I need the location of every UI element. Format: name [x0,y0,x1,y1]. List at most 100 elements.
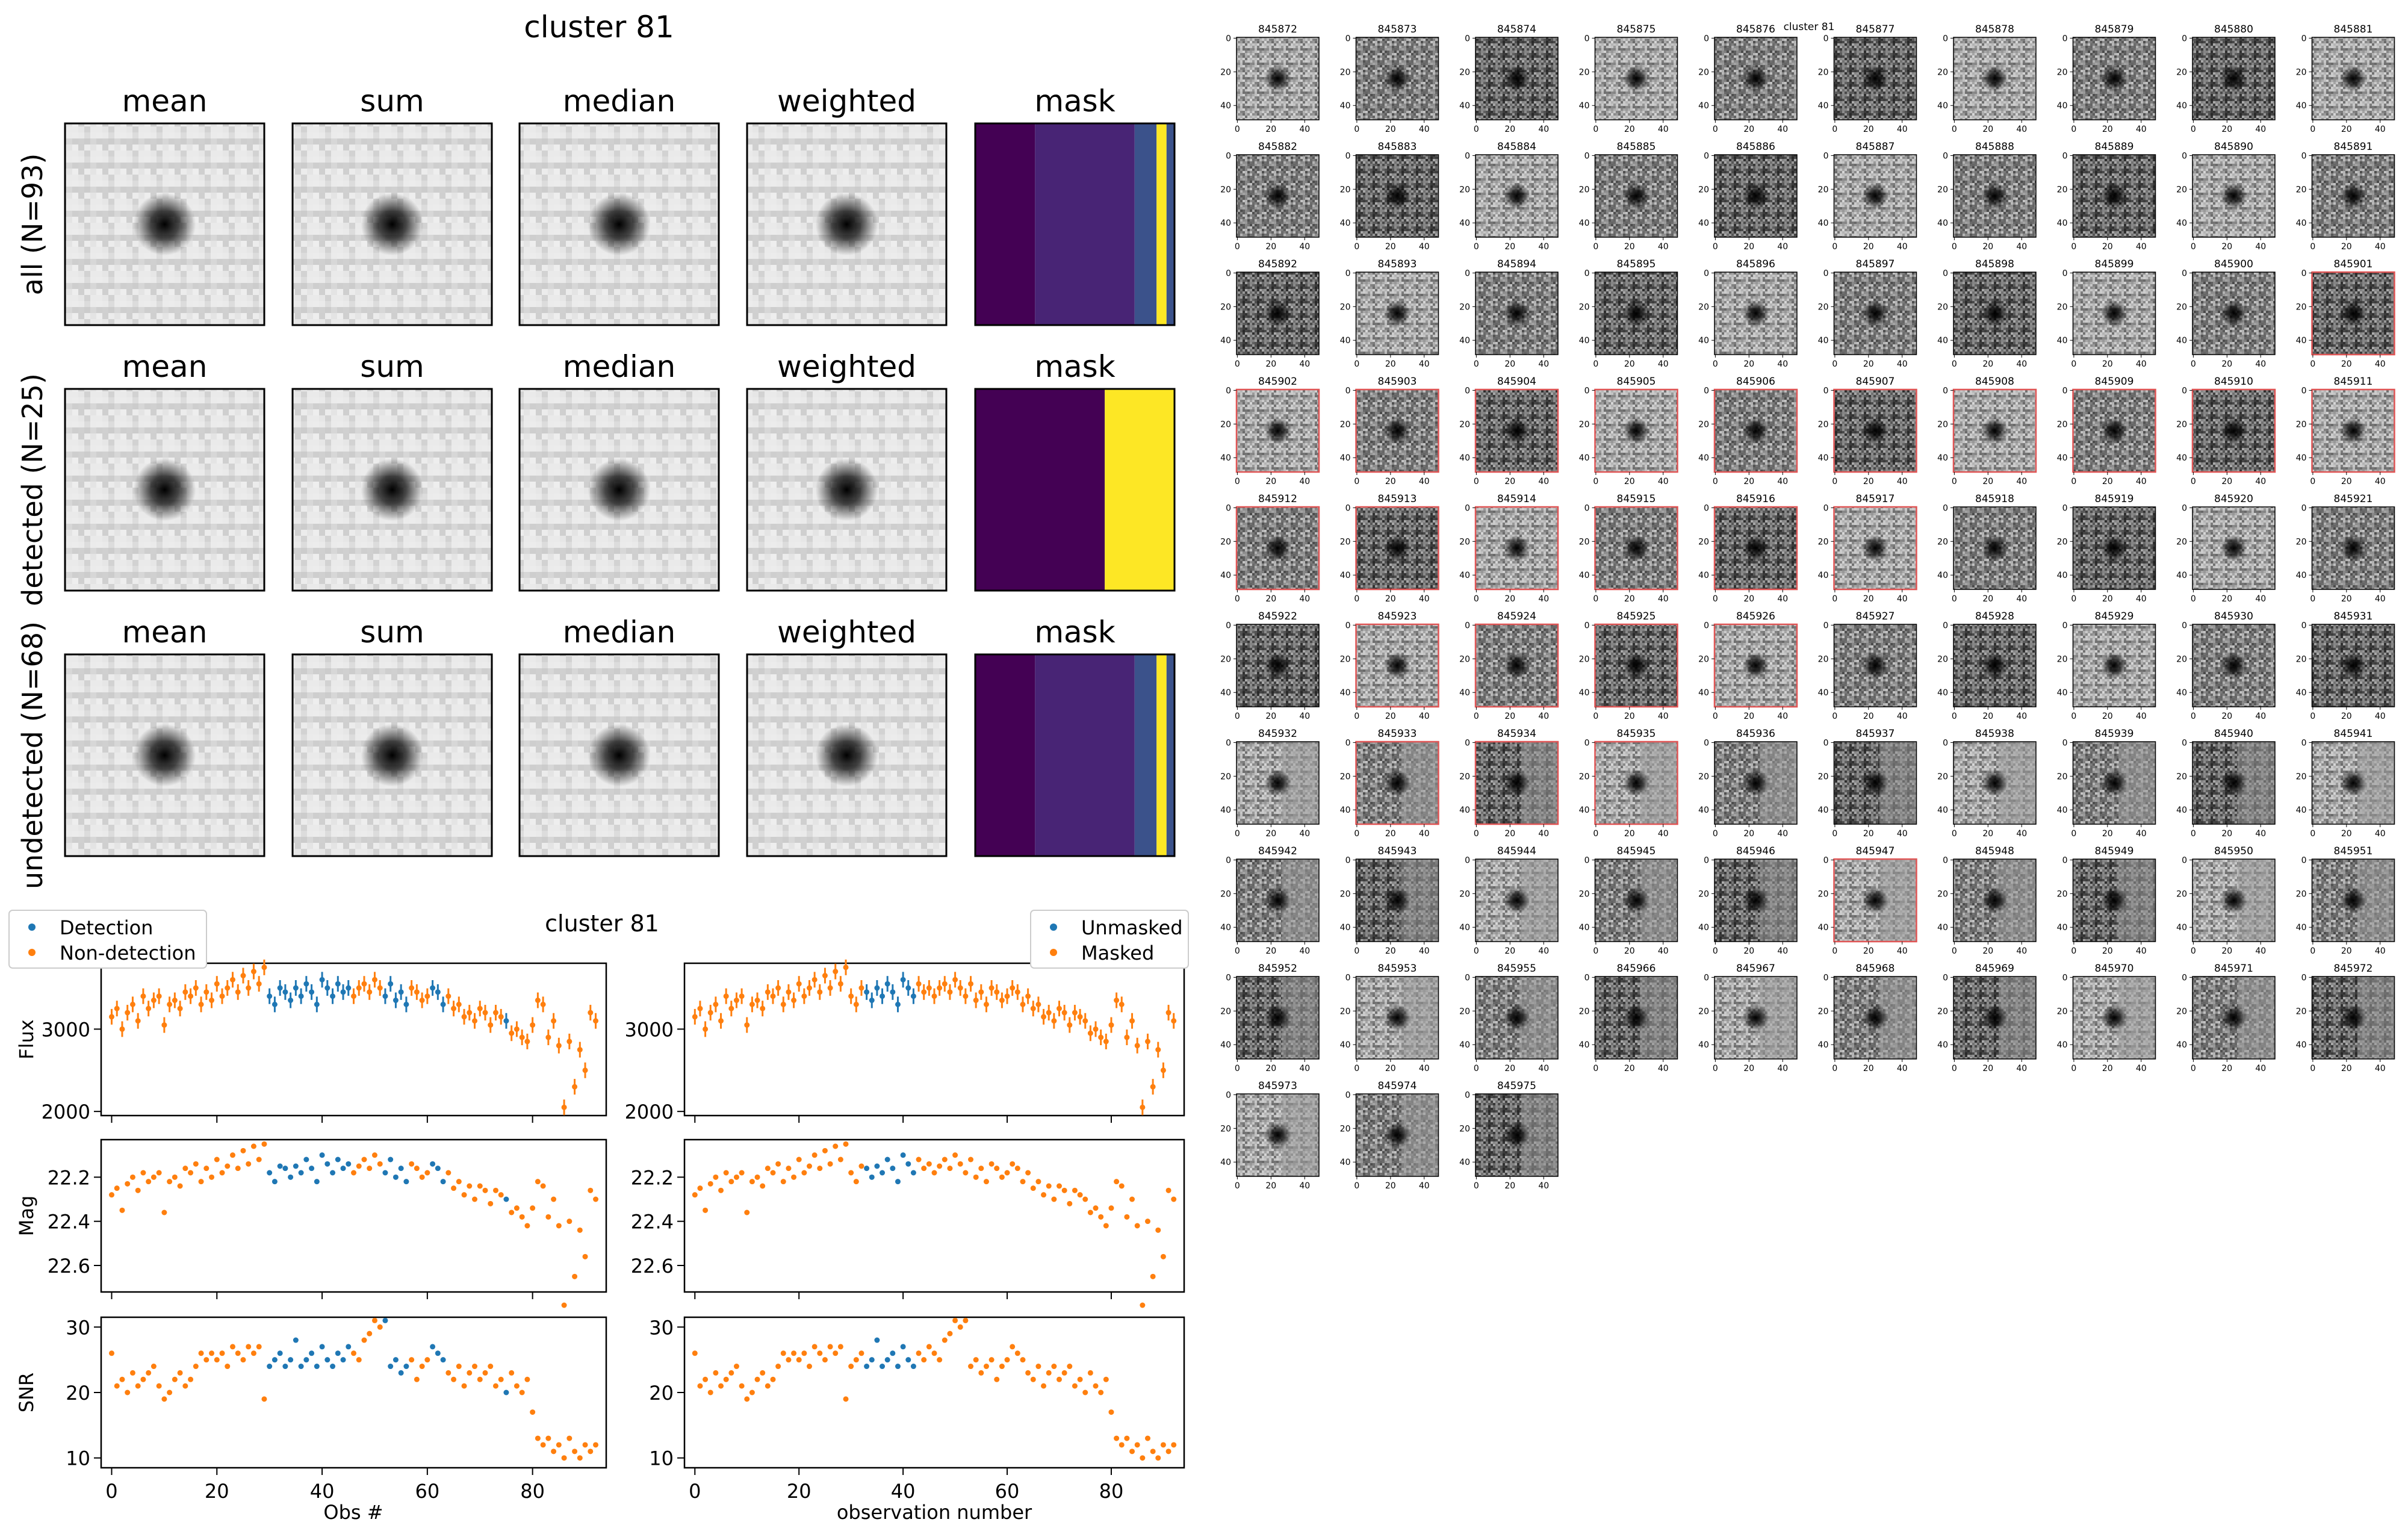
cutout-id: 845936 [1736,728,1775,740]
cutout-x-tick-label: 40 [2136,1064,2147,1073]
cutout-x-tick-label: 20 [1982,125,1993,134]
cutout-y-tick-label: 0 [2301,855,2307,865]
cutout-x-tick-label: 20 [1504,125,1515,134]
cutout-frame [1474,741,1559,825]
mag-point [250,1143,256,1149]
cutout-frame [1355,976,1439,1060]
snr-point [1124,1435,1130,1441]
cutout-id: 845929 [2095,610,2134,623]
snr-point [177,1370,183,1376]
cutout-id: 845939 [2095,728,2134,740]
cutout-y-tick-label: 0 [1465,855,1470,865]
flux-point [999,998,1005,1004]
cutout-y-tick-label: 0 [1345,855,1351,865]
cutout-id: 845966 [1617,963,1656,975]
mag-point [435,1166,441,1172]
cutout-y-tick-label: 0 [1345,1090,1351,1100]
cutout-y-tick-label: 40 [1579,336,1590,346]
cutout-y-tick-label: 20 [1579,185,1590,194]
cutout-x-tick-label: 20 [2341,712,2352,721]
cutout-source [1384,417,1410,444]
cutout-y-tick-label: 40 [1459,1158,1470,1167]
snr-point [193,1364,199,1370]
cutout-y-tick-label: 20 [1579,889,1590,899]
cutout-x-tick-label: 40 [2255,712,2266,721]
cutout-y-tick-label: 40 [2296,336,2307,346]
cutout-y-tick-label: 20 [1220,185,1231,194]
x-axis-label: observation number [837,1501,1032,1524]
flux-point [796,981,802,987]
cutout-grid-panel: cluster 81845872002020404084587300202040… [1220,21,2395,1191]
mag-point [119,1207,125,1213]
cutout-y-tick-label: 0 [1943,738,1948,748]
cutout-source [1264,417,1291,444]
snr-point [303,1357,309,1363]
cutout-y-tick-label: 40 [1459,336,1470,346]
cutout-id: 845885 [1617,141,1656,153]
cutout-y-tick-label: 0 [2182,503,2187,513]
cutout-x-tick-label: 0 [1235,1064,1240,1073]
cutout-x-tick-label: 0 [1593,1064,1598,1073]
x-tick-label: 60 [995,1480,1020,1503]
cutout-y-tick-label: 0 [1345,151,1351,161]
snr-point [1114,1435,1120,1441]
cutout-frame [1953,624,2037,707]
cutout-y-tick-label: 0 [1465,386,1470,396]
cutout-x-tick-label: 40 [1897,594,1908,604]
flux-point [435,989,441,995]
flux-point [1046,1010,1052,1016]
mag-point [172,1174,178,1180]
cutout-x-tick-label: 40 [1419,477,1430,486]
cutout-y-tick-label: 40 [2176,219,2187,228]
flux-point [1150,1084,1156,1090]
snr-point [419,1364,425,1370]
mag-point [545,1214,551,1220]
mag-point [988,1161,995,1167]
cutout-x-tick-label: 20 [1265,1064,1276,1073]
mag-point [739,1170,745,1176]
cutout-x-tick-label: 20 [1863,594,1874,604]
flux-point [817,989,823,995]
cutout-frame [1833,272,1917,355]
cutout-x-tick-label: 20 [1624,946,1635,956]
cutout-frame [1953,741,2037,825]
column-title: mean [122,349,208,384]
flux-point [791,998,797,1004]
mag-point [424,1170,430,1176]
cutout-x-tick-label: 0 [1593,125,1598,134]
mag-point [900,1152,906,1158]
cutout-x-tick-label: 40 [2016,1064,2027,1073]
snr-point [884,1357,890,1363]
flux-point [472,1018,478,1024]
cutout-y-tick-label: 40 [1220,453,1231,463]
cutout-y-tick-label: 40 [1937,923,1948,933]
cutout-id: 845901 [2334,258,2373,270]
cutout-y-tick-label: 0 [1704,973,1709,983]
snr-point [240,1357,246,1363]
snr-point [905,1357,911,1363]
flux-point [707,1010,713,1016]
cutout-y-tick-label: 20 [1459,67,1470,77]
cutout-y-tick-label: 0 [1704,151,1709,161]
snr-point [140,1376,146,1382]
cutout-y-tick-label: 40 [2296,571,2307,580]
cutout-x-tick-label: 0 [1713,594,1718,604]
snr-point [461,1383,467,1389]
cutout-y-tick-label: 0 [2301,621,2307,630]
flux-point [303,981,309,987]
cutout-id: 845902 [1258,376,1297,388]
cutout-x-tick-label: 20 [1504,594,1515,604]
mag-point [827,1161,833,1167]
flux-point [214,981,220,987]
cutout-y-tick-label: 20 [1579,420,1590,429]
cutout-x-tick-label: 0 [1235,359,1240,369]
cutout-x-tick-label: 0 [2191,359,2196,369]
cutout-x-tick-label: 20 [1265,125,1276,134]
legend-marker [28,924,36,931]
cutout-y-tick-label: 40 [1220,806,1231,815]
cutout-x-tick-label: 40 [1658,242,1669,252]
